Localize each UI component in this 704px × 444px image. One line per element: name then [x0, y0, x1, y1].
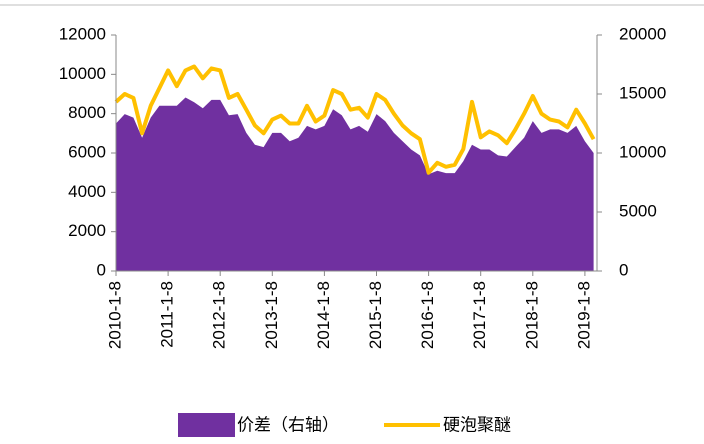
x-tick-label: 2019-1-8 [574, 281, 593, 349]
x-tick-label: 2011-1-8 [158, 281, 177, 348]
area [116, 97, 594, 271]
y2-tick-label: 5000 [619, 201, 657, 220]
legend-swatch [178, 413, 235, 437]
x-tick-label: 2018-1-8 [522, 281, 541, 349]
y-tick-label: 10000 [59, 64, 106, 83]
legend-label: 价差（右轴） [237, 415, 339, 434]
y2-tick-label: 10000 [619, 142, 666, 161]
x-tick-label: 2013-1-8 [262, 281, 281, 349]
x-tick-label: 2017-1-8 [470, 281, 489, 349]
y2-tick-label: 20000 [619, 24, 666, 43]
y-tick-label: 0 [97, 260, 106, 279]
legend-label: 硬泡聚醚 [443, 415, 511, 434]
y2-tick-label: 15000 [619, 83, 666, 102]
x-tick-label: 2016-1-8 [418, 281, 437, 349]
line [114, 64, 596, 175]
y-tick-label: 6000 [68, 142, 106, 161]
y-tick-label: 4000 [68, 182, 106, 201]
x-tick-label: 2012-1-8 [210, 281, 229, 349]
x-tick-label: 2015-1-8 [366, 281, 385, 349]
y-tick-label: 12000 [59, 24, 106, 43]
y2-tick-label: 0 [619, 260, 628, 279]
y-tick-label: 8000 [68, 103, 106, 122]
x-tick-label: 2010-1-8 [105, 281, 124, 349]
y-tick-label: 2000 [68, 221, 106, 240]
x-tick-label: 2014-1-8 [314, 281, 333, 349]
